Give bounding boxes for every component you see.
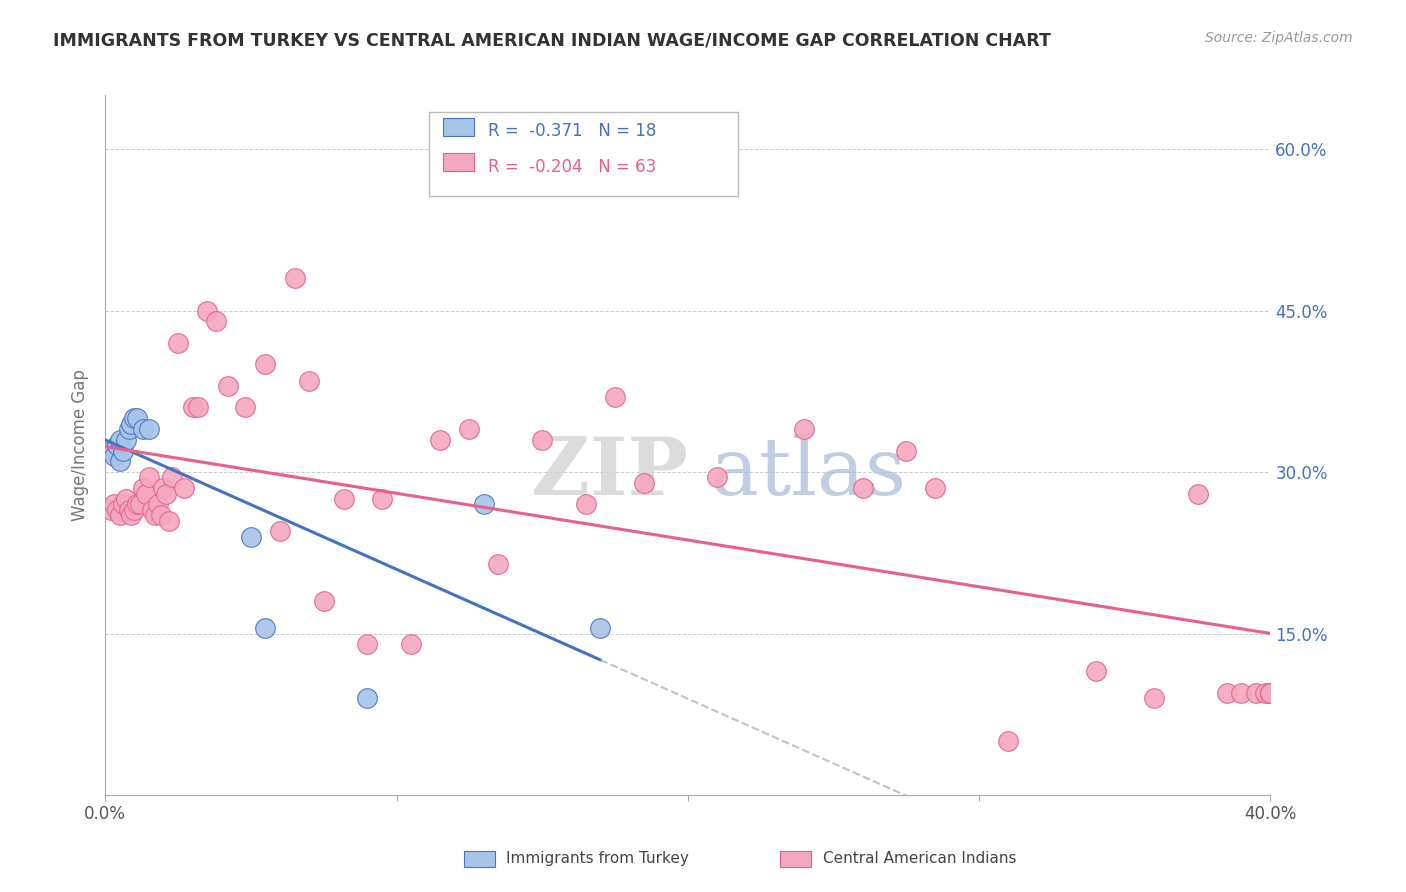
Point	[173, 481, 195, 495]
Point	[896, 443, 918, 458]
Point	[356, 637, 378, 651]
Point	[233, 401, 256, 415]
Text: IMMIGRANTS FROM TURKEY VS CENTRAL AMERICAN INDIAN WAGE/INCOME GAP CORRELATION CH: IMMIGRANTS FROM TURKEY VS CENTRAL AMERIC…	[53, 31, 1052, 49]
Point	[508, 174, 530, 188]
Point	[472, 497, 495, 511]
Point	[254, 621, 277, 635]
Point	[195, 303, 218, 318]
Point	[1215, 686, 1237, 700]
Point	[793, 422, 815, 436]
Point	[108, 433, 131, 447]
Point	[157, 514, 180, 528]
Point	[155, 486, 177, 500]
Point	[312, 594, 335, 608]
Point	[100, 443, 122, 458]
Point	[205, 314, 228, 328]
Point	[429, 433, 451, 447]
Point	[103, 497, 125, 511]
Text: Source: ZipAtlas.com: Source: ZipAtlas.com	[1205, 31, 1353, 45]
Point	[135, 486, 157, 500]
Point	[575, 497, 598, 511]
Point	[117, 502, 139, 516]
Point	[105, 502, 128, 516]
Point	[108, 454, 131, 468]
Point	[103, 449, 125, 463]
Point	[124, 411, 146, 425]
Point	[114, 491, 136, 506]
Point	[187, 401, 209, 415]
Point	[124, 502, 146, 516]
Point	[283, 271, 305, 285]
Point	[132, 422, 155, 436]
Point	[488, 557, 510, 571]
Point	[924, 481, 946, 495]
Point	[127, 411, 149, 425]
Text: atlas: atlas	[711, 434, 907, 512]
Point	[108, 508, 131, 523]
Point	[120, 508, 142, 523]
Point	[152, 481, 174, 495]
Point	[1260, 686, 1282, 700]
Point	[1244, 686, 1267, 700]
Point	[132, 481, 155, 495]
Point	[458, 422, 481, 436]
Text: ZIP: ZIP	[531, 434, 688, 512]
Text: R =  -0.204   N = 63: R = -0.204 N = 63	[488, 158, 657, 176]
Point	[117, 422, 139, 436]
Point	[633, 475, 655, 490]
Point	[181, 401, 204, 415]
Point	[120, 417, 142, 431]
Point	[333, 491, 356, 506]
Point	[146, 497, 169, 511]
Point	[111, 497, 134, 511]
Point	[160, 470, 183, 484]
Point	[217, 379, 239, 393]
Point	[114, 433, 136, 447]
Point	[997, 734, 1019, 748]
Point	[138, 422, 160, 436]
Point	[149, 508, 172, 523]
Point	[1230, 686, 1253, 700]
Point	[141, 502, 163, 516]
Point	[129, 497, 152, 511]
Text: Central American Indians: Central American Indians	[823, 852, 1017, 866]
Point	[399, 637, 422, 651]
Point	[127, 497, 149, 511]
Point	[1084, 665, 1107, 679]
Point	[1260, 686, 1282, 700]
Point	[105, 438, 128, 452]
Point	[1143, 691, 1166, 706]
Point	[111, 443, 134, 458]
Point	[371, 491, 394, 506]
Y-axis label: Wage/Income Gap: Wage/Income Gap	[72, 369, 89, 521]
Point	[239, 530, 262, 544]
Point	[1260, 686, 1282, 700]
Text: Immigrants from Turkey: Immigrants from Turkey	[506, 852, 689, 866]
Point	[143, 508, 166, 523]
Text: R =  -0.371   N = 18: R = -0.371 N = 18	[488, 122, 657, 140]
Point	[531, 433, 554, 447]
Point	[1253, 686, 1275, 700]
Point	[254, 358, 277, 372]
Point	[298, 374, 321, 388]
Point	[706, 470, 728, 484]
Point	[356, 691, 378, 706]
Point	[138, 470, 160, 484]
Point	[603, 390, 626, 404]
Point	[589, 621, 612, 635]
Point	[1187, 486, 1209, 500]
Point	[269, 524, 291, 539]
Point	[851, 481, 873, 495]
Point	[167, 335, 190, 350]
Point	[100, 502, 122, 516]
